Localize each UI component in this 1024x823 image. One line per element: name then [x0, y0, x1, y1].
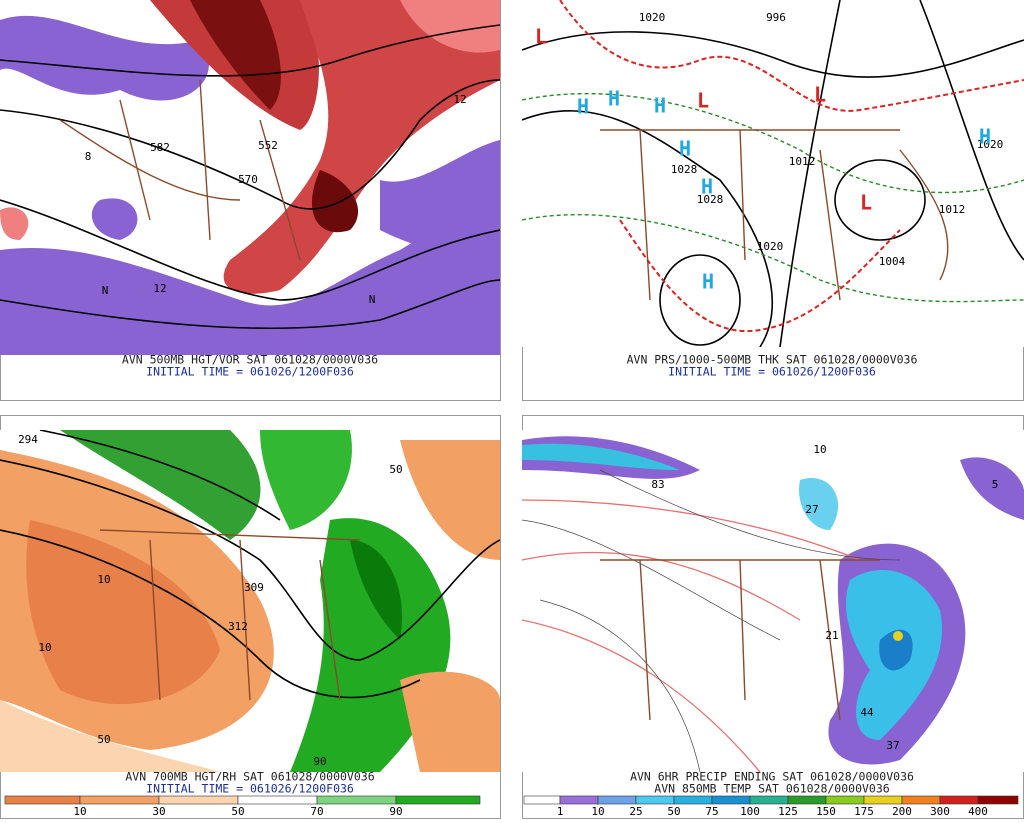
pressure-center: H [979, 125, 991, 149]
contour-label: 10 [97, 573, 110, 586]
contour-label: 8 [85, 150, 92, 163]
pressure-center: L [535, 25, 547, 49]
colorbar-segment [977, 795, 1019, 805]
colorbar-label: 30 [152, 805, 165, 818]
colorbar-segment [395, 795, 481, 805]
colorbar-label: 75 [705, 805, 718, 818]
contour-label: 10 [813, 443, 826, 456]
pressure-center: L [814, 83, 826, 107]
pressure-center: H [701, 175, 713, 199]
contour-label: 552 [258, 139, 278, 152]
contour-label: 50 [389, 463, 402, 476]
colorbar-label: 10 [591, 805, 604, 818]
colorbar-label: 10 [73, 805, 86, 818]
pressure-center: H [608, 87, 620, 111]
contour-label: 1020 [639, 11, 666, 24]
pressure-center: L [697, 89, 709, 113]
map-700mb [0, 430, 500, 772]
colorbar-segment [237, 795, 318, 805]
colorbar-label: 300 [930, 805, 950, 818]
caption: AVN 700MB HGT/RH SAT 061028/0000V036 [125, 770, 374, 784]
colorbar-label: 200 [892, 805, 912, 818]
contour-label: 1020 [757, 240, 784, 253]
contour-label: 1020 [977, 138, 1004, 151]
contour-label: 1012 [789, 155, 816, 168]
contour-label: 90 [313, 755, 326, 768]
colorbar-label: 400 [968, 805, 988, 818]
contour-label: N [102, 284, 109, 297]
colorbar-segment [863, 795, 903, 805]
contour-label: 50 [97, 733, 110, 746]
caption: INITIAL TIME = 061026/1200F036 [668, 365, 876, 379]
map-precip [522, 430, 1024, 772]
contour-label: 570 [238, 173, 258, 186]
colorbar-segment [559, 795, 599, 805]
caption: AVN PRS/1000-500MB THK SAT 061028/0000V0… [627, 353, 918, 367]
colorbar-segment [711, 795, 751, 805]
contour-label: 312 [228, 620, 248, 633]
colorbar-label: 125 [778, 805, 798, 818]
contour-label: 10 [38, 641, 51, 654]
caption: INITIAL TIME = 061026/1200F036 [146, 365, 354, 379]
contour-label: 5 [992, 478, 999, 491]
pressure-center: H [654, 94, 666, 118]
colorbar-segment [79, 795, 160, 805]
contour-label: 37 [886, 739, 899, 752]
contour-label: 582 [150, 141, 170, 154]
colorbar-label: 25 [629, 805, 642, 818]
contour-label: N [369, 293, 376, 306]
colorbar-segment [749, 795, 789, 805]
colorbar-segment [597, 795, 637, 805]
map-pressure [522, 0, 1024, 347]
map-500mb [0, 0, 500, 355]
contour-label: 1004 [879, 255, 906, 268]
contour-label: 12 [453, 93, 466, 106]
colorbar-label: 90 [389, 805, 402, 818]
contour-label: 27 [805, 503, 818, 516]
pressure-center: H [577, 95, 589, 119]
colorbar-segment [158, 795, 239, 805]
colorbar-label: 50 [231, 805, 244, 818]
contour-label: 294 [18, 433, 38, 446]
colorbar-segment [787, 795, 827, 805]
colorbar-label: 150 [816, 805, 836, 818]
pressure-center: H [702, 270, 714, 294]
colorbar-segment [523, 795, 561, 805]
contour-label: 12 [153, 282, 166, 295]
contour-label: 83 [651, 478, 664, 491]
contour-label: 1012 [939, 203, 966, 216]
colorbar-segment [635, 795, 675, 805]
contour-label: 1028 [671, 163, 698, 176]
contour-label: 996 [766, 11, 786, 24]
colorbar-segment [901, 795, 941, 805]
colorbar-label: 100 [740, 805, 760, 818]
colorbar-label: 50 [667, 805, 680, 818]
caption: AVN 6HR PRECIP ENDING SAT 061028/0000V03… [630, 770, 914, 784]
colorbar-segment [316, 795, 397, 805]
colorbar-segment [673, 795, 713, 805]
colorbar-segment [4, 795, 81, 805]
caption: INITIAL TIME = 061026/1200F036 [146, 782, 354, 796]
pressure-center: L [860, 191, 872, 215]
contour-label: 309 [244, 581, 264, 594]
contour-label: 44 [860, 706, 874, 719]
contour-label: 21 [825, 629, 838, 642]
colorbar-label: 175 [854, 805, 874, 818]
caption: AVN 850MB TEMP SAT 061028/0000V036 [654, 782, 889, 796]
contour-label: 1028 [697, 193, 724, 206]
colorbar-segment [825, 795, 865, 805]
pressure-center: H [679, 137, 691, 161]
colorbar-label: 1 [557, 805, 564, 818]
colorbar-label: 70 [310, 805, 323, 818]
caption: AVN 500MB HGT/VOR SAT 061028/0000V036 [122, 353, 378, 367]
colorbar-segment [939, 795, 979, 805]
